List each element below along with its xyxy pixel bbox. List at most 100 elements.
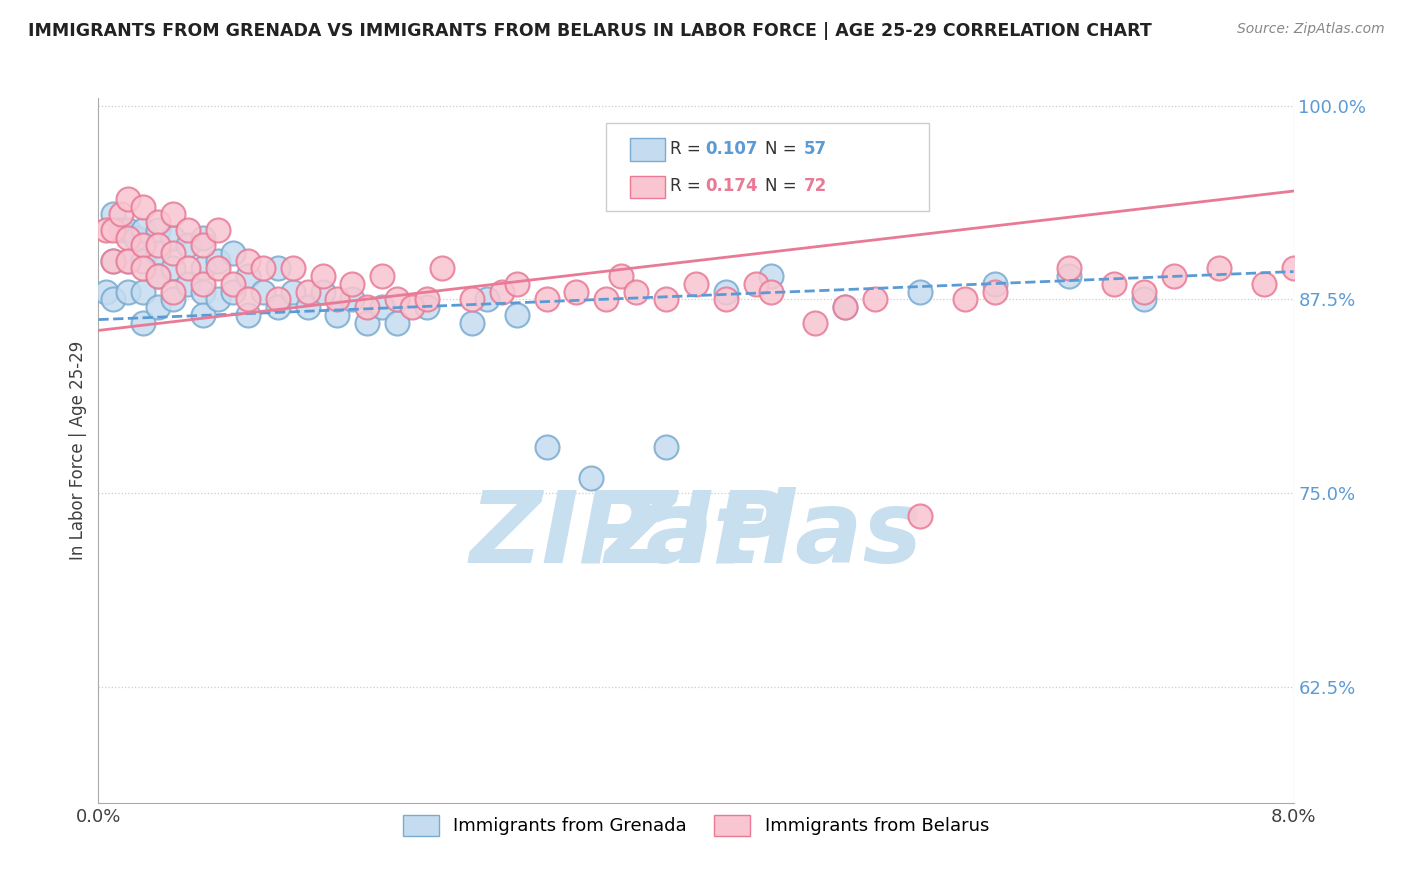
Point — [416, 293, 439, 307]
Text: ZIP: ZIP — [605, 486, 787, 583]
Point — [834, 300, 856, 314]
Point — [595, 293, 617, 307]
FancyBboxPatch shape — [630, 138, 665, 161]
Point — [236, 308, 259, 322]
Point — [416, 300, 439, 314]
Point — [1253, 277, 1275, 291]
Point — [461, 316, 484, 330]
Point — [281, 261, 304, 276]
Point — [1133, 285, 1156, 299]
Text: 57: 57 — [804, 140, 827, 158]
Point — [132, 238, 155, 252]
Point — [714, 285, 737, 299]
Text: IMMIGRANTS FROM GRENADA VS IMMIGRANTS FROM BELARUS IN LABOR FORCE | AGE 25-29 CO: IMMIGRANTS FROM GRENADA VS IMMIGRANTS FR… — [28, 22, 1152, 40]
Point — [117, 192, 139, 206]
Point — [132, 316, 155, 330]
Point — [1059, 261, 1081, 276]
Point — [103, 207, 125, 221]
Point — [236, 293, 259, 307]
Point — [177, 261, 200, 276]
Point — [222, 277, 245, 291]
Legend: Immigrants from Grenada, Immigrants from Belarus: Immigrants from Grenada, Immigrants from… — [395, 808, 997, 843]
Point — [267, 293, 290, 307]
Point — [117, 253, 139, 268]
Point — [610, 269, 633, 284]
Point — [191, 277, 214, 291]
Text: Source: ZipAtlas.com: Source: ZipAtlas.com — [1237, 22, 1385, 37]
Point — [148, 215, 170, 229]
Point — [125, 230, 148, 244]
Point — [207, 293, 229, 307]
Point — [267, 300, 290, 314]
Point — [1208, 261, 1230, 276]
Point — [94, 223, 117, 237]
Point — [110, 207, 132, 221]
Text: R =: R = — [669, 178, 700, 195]
Point — [281, 285, 304, 299]
Point — [148, 246, 170, 260]
Point — [834, 300, 856, 314]
Point — [1312, 269, 1334, 284]
Point — [162, 293, 184, 307]
Point — [506, 308, 529, 322]
Point — [581, 470, 603, 484]
Point — [191, 285, 214, 299]
Point — [117, 223, 139, 237]
Point — [162, 261, 184, 276]
Point — [342, 293, 364, 307]
Point — [148, 300, 170, 314]
Point — [132, 261, 155, 276]
Point — [356, 300, 378, 314]
Point — [252, 285, 274, 299]
Point — [236, 269, 259, 284]
Point — [1163, 269, 1185, 284]
Point — [461, 293, 484, 307]
Point — [132, 200, 155, 214]
Point — [117, 285, 139, 299]
Point — [132, 285, 155, 299]
Point — [177, 223, 200, 237]
Point — [191, 238, 214, 252]
Point — [1282, 261, 1305, 276]
Point — [401, 300, 423, 314]
Point — [356, 316, 378, 330]
Text: N =: N = — [765, 178, 797, 195]
Point — [565, 285, 588, 299]
Point — [191, 261, 214, 276]
Point — [148, 269, 170, 284]
Point — [94, 285, 117, 299]
Point — [475, 293, 498, 307]
FancyBboxPatch shape — [630, 176, 665, 198]
Point — [311, 285, 333, 299]
Point — [626, 285, 648, 299]
Point — [506, 277, 529, 291]
Point — [311, 269, 333, 284]
Point — [326, 293, 349, 307]
Point — [865, 293, 887, 307]
Point — [132, 223, 155, 237]
Point — [207, 261, 229, 276]
Point — [297, 300, 319, 314]
Point — [252, 261, 274, 276]
Text: ZIPatlas: ZIPatlas — [470, 486, 922, 583]
Point — [103, 293, 125, 307]
Point — [342, 277, 364, 291]
Point — [222, 285, 245, 299]
Point — [207, 223, 229, 237]
Point — [117, 230, 139, 244]
Point — [1402, 261, 1406, 276]
Point — [685, 277, 707, 291]
Point — [117, 253, 139, 268]
Point — [191, 308, 214, 322]
Point — [536, 293, 558, 307]
Point — [430, 261, 453, 276]
Point — [655, 293, 678, 307]
Text: N =: N = — [765, 140, 797, 158]
Point — [1104, 277, 1126, 291]
Point — [162, 285, 184, 299]
Point — [984, 285, 1007, 299]
Point — [148, 238, 170, 252]
Point — [177, 238, 200, 252]
Point — [714, 293, 737, 307]
Point — [371, 300, 394, 314]
